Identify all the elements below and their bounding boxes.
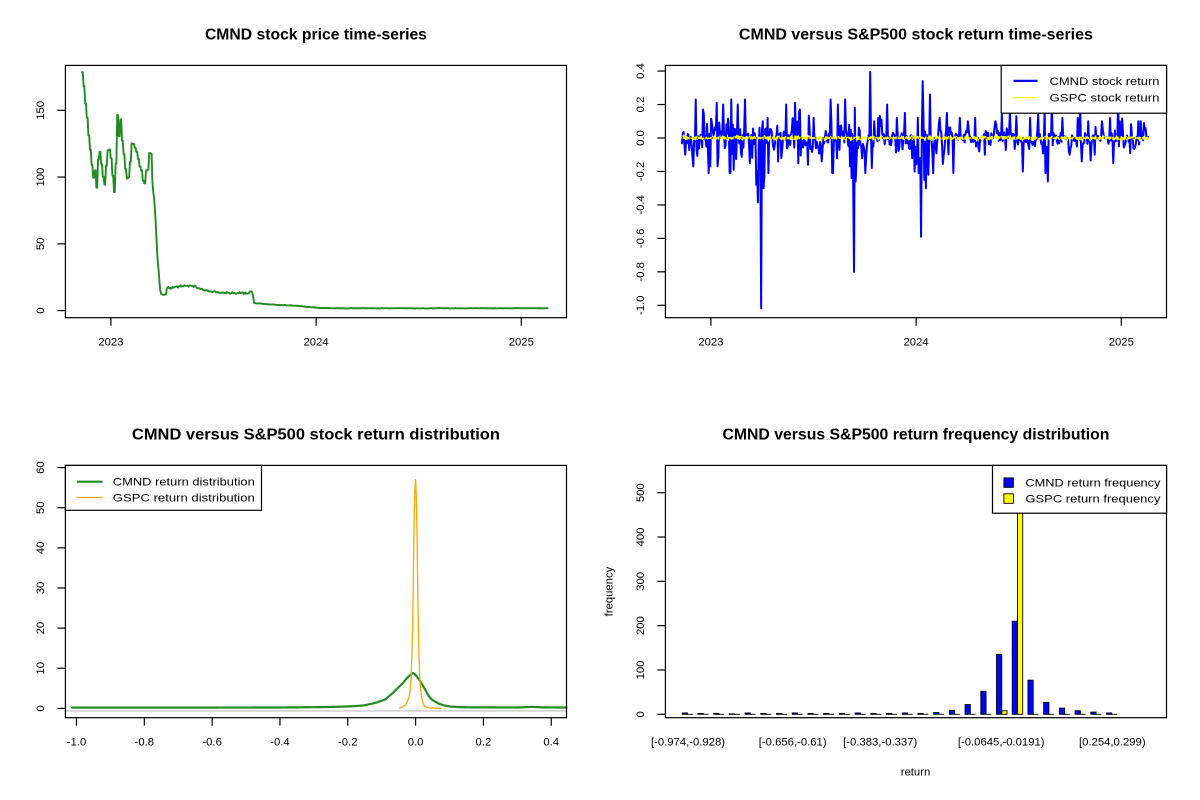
svg-text:0.0: 0.0	[408, 737, 424, 749]
svg-text:-0.8: -0.8	[635, 262, 647, 281]
svg-text:300: 300	[635, 572, 647, 591]
svg-text:-0.4: -0.4	[270, 737, 289, 749]
svg-text:2024: 2024	[904, 337, 929, 349]
svg-text:20: 20	[35, 622, 47, 635]
svg-text:CMND stock price time-series: CMND stock price time-series	[205, 26, 427, 43]
svg-text:-0.2: -0.2	[338, 737, 357, 749]
svg-text:100: 100	[35, 168, 47, 187]
svg-text:CMND stock return: CMND stock return	[1050, 76, 1160, 88]
svg-text:2025: 2025	[509, 337, 534, 349]
svg-text:2025: 2025	[1109, 337, 1134, 349]
svg-text:2023: 2023	[98, 337, 123, 349]
svg-text:GSPC stock return: GSPC stock return	[1050, 93, 1160, 105]
svg-text:100: 100	[635, 661, 647, 680]
svg-text:60: 60	[35, 461, 47, 474]
svg-text:CMND versus S&P500 return freq: CMND versus S&P500 return frequency dist…	[722, 426, 1109, 443]
svg-text:[-0.656,-0.61): [-0.656,-0.61)	[759, 737, 827, 749]
svg-text:-0.2: -0.2	[635, 162, 647, 181]
svg-text:GSPC return frequency: GSPC return frequency	[1025, 494, 1160, 506]
svg-text:CMND versus S&P500 stock retur: CMND versus S&P500 stock return distribu…	[132, 426, 500, 443]
svg-text:0: 0	[635, 711, 647, 717]
svg-text:frequency: frequency	[604, 566, 616, 616]
svg-text:-0.6: -0.6	[635, 229, 647, 248]
svg-text:0.0: 0.0	[635, 130, 647, 146]
svg-text:0.2: 0.2	[476, 737, 492, 749]
svg-text:-1.0: -1.0	[635, 296, 647, 315]
svg-text:[-0.974,-0.928): [-0.974,-0.928)	[651, 737, 725, 749]
svg-text:CMND versus S&P500 stock retur: CMND versus S&P500 stock return time-ser…	[739, 26, 1093, 43]
svg-text:50: 50	[35, 238, 47, 251]
svg-text:0: 0	[35, 705, 47, 711]
svg-text:200: 200	[635, 616, 647, 635]
svg-text:[-0.0645,-0.0191): [-0.0645,-0.0191)	[958, 737, 1045, 749]
svg-text:return: return	[901, 767, 931, 779]
svg-text:500: 500	[635, 483, 647, 502]
svg-text:-0.8: -0.8	[135, 737, 154, 749]
svg-text:[0.254,0.299): [0.254,0.299)	[1079, 737, 1146, 749]
svg-text:CMND return distribution: CMND return distribution	[113, 477, 255, 489]
svg-text:400: 400	[635, 528, 647, 547]
svg-text:150: 150	[35, 101, 47, 120]
svg-text:[-0.383,-0.337): [-0.383,-0.337)	[843, 737, 917, 749]
svg-text:0.2: 0.2	[635, 97, 647, 113]
svg-text:-1.0: -1.0	[67, 737, 86, 749]
svg-text:CMND return frequency: CMND return frequency	[1025, 478, 1160, 490]
svg-text:0: 0	[35, 307, 47, 313]
svg-text:0.4: 0.4	[543, 737, 559, 749]
svg-text:GSPC return distribution: GSPC return distribution	[113, 493, 255, 505]
svg-text:10: 10	[35, 662, 47, 675]
svg-text:2024: 2024	[304, 337, 329, 349]
svg-text:30: 30	[35, 582, 47, 595]
svg-text:40: 40	[35, 542, 47, 555]
svg-text:0.4: 0.4	[635, 63, 647, 79]
svg-text:2023: 2023	[698, 337, 723, 349]
svg-text:50: 50	[35, 501, 47, 514]
svg-text:-0.6: -0.6	[202, 737, 221, 749]
svg-text:-0.4: -0.4	[635, 195, 647, 214]
